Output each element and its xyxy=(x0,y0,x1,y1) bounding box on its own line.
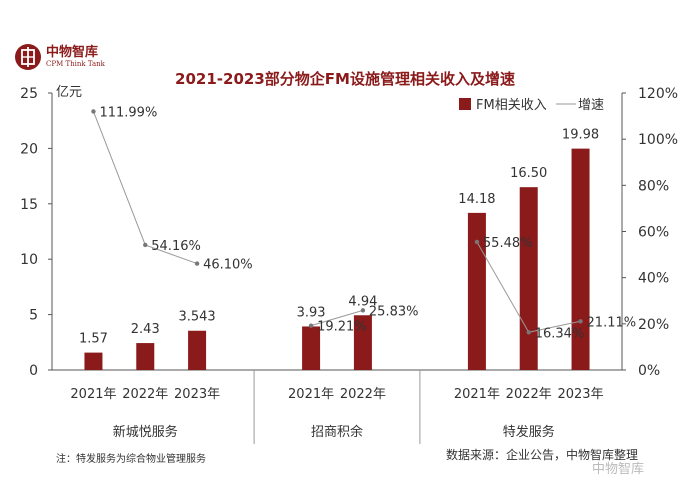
bar xyxy=(188,330,207,370)
legend: FM相关收入 增速 xyxy=(459,98,604,113)
category-label: 特发服务 xyxy=(503,424,555,440)
y2-tick-label: 120% xyxy=(638,86,678,102)
growth-line xyxy=(91,109,583,335)
bar xyxy=(353,315,372,370)
y-tick-label: 25 xyxy=(20,86,38,102)
logo-name-cn: 中物智库 xyxy=(46,45,99,60)
watermark: 中物智库 xyxy=(592,462,645,477)
data-source: 数据来源：企业公告，中物智库整理 xyxy=(446,448,639,462)
y2-tick-label: 40% xyxy=(638,271,669,287)
bar-value-label: 3.543 xyxy=(178,310,215,325)
growth-point xyxy=(143,242,148,248)
x-tick-label: 2021年 xyxy=(288,387,334,402)
y2-tick-label: 20% xyxy=(638,317,669,333)
y-tick-label: 15 xyxy=(20,197,38,213)
bar xyxy=(84,352,103,370)
category-label: 招商积余 xyxy=(311,424,363,440)
y2-tick-label: 0% xyxy=(638,363,660,379)
x-tick-label: 2023年 xyxy=(174,387,220,402)
growth-value-label: 19.21% xyxy=(317,320,367,335)
bars xyxy=(84,148,590,370)
category-label: 新城悦服务 xyxy=(113,424,178,440)
bar xyxy=(302,326,321,370)
bar-value-label: 14.18 xyxy=(458,192,495,207)
growth-value-label: 55.48% xyxy=(483,236,533,251)
y-tick-label: 10 xyxy=(20,252,38,268)
legend-bar-swatch xyxy=(459,98,471,110)
x-tick-label: 2023年 xyxy=(557,387,603,402)
bar-value-label: 4.94 xyxy=(348,294,377,309)
growth-series-line xyxy=(310,309,364,327)
axes: 0 5 10 15 20 25 亿元 0% 20% 40% 60% 80% 100% 120% 2021年 2… xyxy=(20,85,678,444)
footnote: 注：特发服务为综合物业管理服务 xyxy=(56,454,206,465)
x-tick-label: 2021年 xyxy=(70,387,116,402)
bar xyxy=(571,148,590,370)
growth-point xyxy=(91,109,96,114)
growth-value-label: 25.83% xyxy=(369,304,419,319)
logo: 中物智库 CPM Think Tank xyxy=(14,42,105,72)
bar-value-label: 19.98 xyxy=(562,128,599,143)
x-tick-label: 2021年 xyxy=(454,387,500,402)
x-tick-label: 2022年 xyxy=(506,387,552,402)
y-tick-label: 0 xyxy=(29,363,38,379)
growth-value-label: 111.99% xyxy=(99,105,157,120)
y2-tick-label: 80% xyxy=(638,178,669,194)
bar xyxy=(467,212,486,370)
bar xyxy=(136,343,155,370)
growth-value-label: 21.11% xyxy=(587,315,637,330)
growth-point xyxy=(194,261,200,266)
y-tick-label: 5 xyxy=(29,308,38,324)
bar-value-label: 16.50 xyxy=(510,166,547,181)
chart-title: 2021-2023部分物企FM设施管理相关收入及增速 xyxy=(175,70,515,88)
growth-point xyxy=(360,308,366,313)
bar xyxy=(519,187,538,370)
growth-value-label: 54.16% xyxy=(151,239,201,254)
legend-bar-label: FM相关收入 xyxy=(476,98,547,113)
y2-tick-label: 60% xyxy=(638,225,669,241)
bar-value-label: 3.93 xyxy=(297,305,326,320)
logo-name-en: CPM Think Tank xyxy=(46,60,105,68)
growth-point xyxy=(578,319,583,324)
bar-value-label: 2.43 xyxy=(131,322,160,337)
growth-point xyxy=(308,323,314,328)
growth-value-label: 46.10% xyxy=(203,258,253,273)
y2-tick-label: 100% xyxy=(638,132,678,148)
growth-value-label: 16.34% xyxy=(535,326,585,341)
x-tick-label: 2022年 xyxy=(340,387,386,402)
bar-value-label: 1.57 xyxy=(79,332,108,347)
legend-line-label: 增速 xyxy=(578,98,604,113)
seal-logo-icon xyxy=(15,44,41,70)
x-tick-label: 2022年 xyxy=(122,387,168,402)
data-labels: 1.57 2.43 3.543 111.99% 54.16%46.10% 3.93 4.94… xyxy=(79,105,636,346)
growth-point xyxy=(526,330,531,335)
y-axis-unit: 亿元 xyxy=(56,85,82,100)
growth-point xyxy=(474,239,480,245)
y-tick-label: 20 xyxy=(20,141,38,157)
